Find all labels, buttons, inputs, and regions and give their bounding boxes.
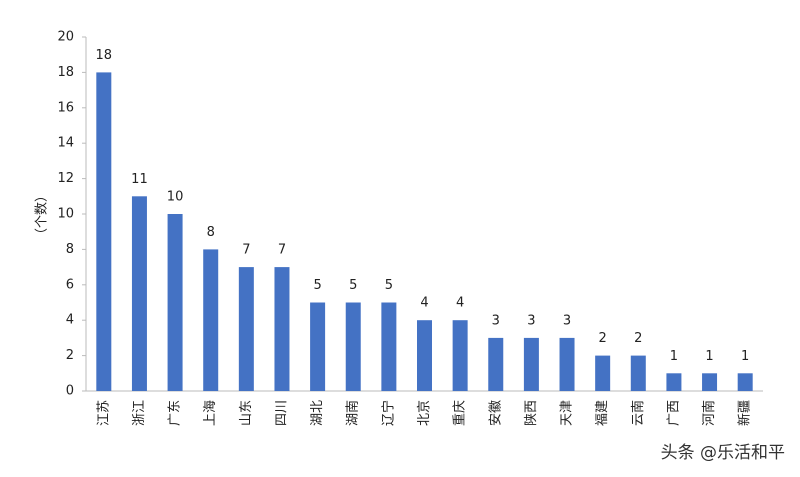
y-tick-label: 4	[66, 313, 74, 328]
value-label: 8	[207, 225, 215, 240]
value-label: 2	[634, 331, 642, 346]
x-tick-label: 福建	[595, 400, 610, 426]
value-label: 3	[563, 313, 571, 328]
value-label: 1	[741, 349, 749, 364]
value-label: 18	[96, 48, 113, 63]
value-label: 3	[492, 313, 500, 328]
x-tick-label: 浙江	[132, 400, 147, 426]
value-label: 7	[242, 243, 250, 258]
value-label: 5	[385, 278, 393, 293]
bar	[274, 267, 290, 391]
x-tick-label: 新疆	[737, 400, 753, 426]
y-tick-label: 8	[66, 242, 74, 257]
x-tick-label: 云南	[630, 400, 646, 426]
x-tick-label: 河南	[701, 400, 717, 426]
bar	[381, 302, 397, 391]
value-label: 5	[349, 278, 357, 293]
value-label: 3	[527, 313, 535, 328]
value-label: 2	[599, 331, 607, 346]
bar	[203, 249, 219, 391]
bar	[737, 373, 753, 391]
bar	[452, 320, 468, 391]
bar	[595, 355, 611, 391]
x-tick-label: 重庆	[452, 400, 468, 426]
x-tick-label: 湖北	[310, 400, 325, 426]
value-label: 1	[670, 349, 678, 364]
y-tick-label: 18	[57, 65, 74, 80]
bar	[417, 320, 432, 391]
x-tick-label: 广西	[666, 400, 681, 426]
bar	[96, 72, 112, 392]
value-label: 10	[167, 190, 184, 205]
bar	[488, 337, 504, 391]
x-tick-label: 山东	[239, 400, 254, 426]
bar	[310, 302, 326, 391]
bar	[630, 355, 646, 391]
bar	[131, 196, 147, 391]
x-tick-label: 北京	[417, 400, 432, 426]
bar	[702, 373, 718, 391]
x-tick-label: 广东	[168, 400, 183, 426]
value-label: 5	[313, 278, 321, 293]
x-tick-label: 上海	[203, 400, 218, 426]
bar	[345, 302, 361, 391]
bar	[666, 373, 682, 391]
y-tick-label: 0	[66, 384, 74, 399]
y-axis-label: （个数）	[35, 189, 50, 241]
x-tick-label: 安徽	[488, 400, 503, 426]
y-tick-label: 2	[66, 348, 74, 363]
y-tick-label: 20	[57, 30, 74, 45]
bar	[559, 337, 575, 391]
x-tick-label: 江苏	[95, 400, 111, 426]
y-tick-label: 16	[57, 100, 74, 115]
y-tick-label: 12	[57, 171, 74, 186]
bar	[167, 214, 183, 391]
x-tick-label: 天津	[560, 400, 575, 426]
value-label: 7	[278, 243, 286, 258]
value-label: 4	[456, 296, 464, 311]
value-label: 4	[420, 296, 428, 311]
bar	[523, 337, 539, 391]
y-tick-label: 14	[57, 136, 74, 151]
y-tick-label: 6	[66, 277, 74, 292]
value-label: 1	[705, 349, 713, 364]
bar	[238, 267, 254, 391]
x-tick-label: 陕西	[524, 400, 539, 426]
watermark: 头条 @乐活和平	[661, 443, 785, 463]
y-tick-label: 10	[57, 207, 74, 222]
x-tick-label: 湖南	[345, 400, 361, 426]
x-tick-label: 辽宁	[380, 400, 396, 426]
value-label: 11	[131, 172, 148, 187]
x-tick-label: 四川	[274, 400, 289, 426]
